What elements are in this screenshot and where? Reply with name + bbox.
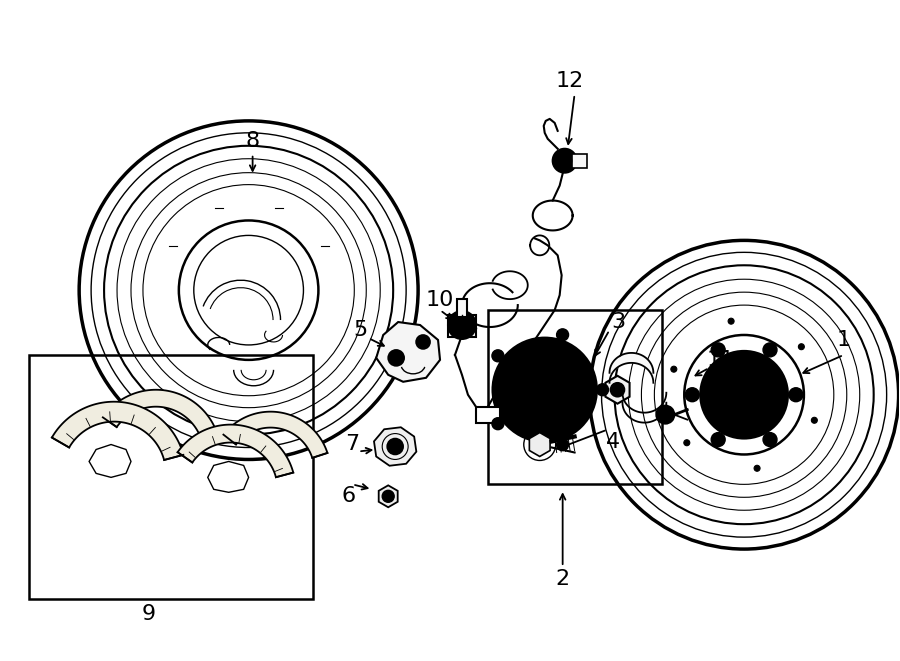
Circle shape (500, 346, 589, 434)
Text: 1: 1 (837, 330, 850, 350)
Circle shape (553, 149, 577, 173)
Circle shape (789, 388, 803, 402)
Circle shape (388, 350, 404, 366)
Text: 10: 10 (426, 290, 454, 310)
Circle shape (763, 432, 777, 447)
Polygon shape (103, 390, 217, 438)
Bar (572, 154, 587, 168)
Circle shape (558, 154, 572, 168)
Circle shape (493, 338, 597, 442)
Circle shape (754, 465, 760, 471)
Text: 3: 3 (611, 312, 625, 332)
Text: 8: 8 (246, 131, 260, 151)
Circle shape (513, 358, 577, 422)
Bar (448, 315, 476, 337)
Circle shape (711, 343, 725, 357)
Circle shape (513, 412, 523, 422)
Polygon shape (374, 427, 417, 466)
Circle shape (533, 378, 557, 402)
Circle shape (656, 406, 674, 424)
Text: 9: 9 (142, 603, 156, 624)
Text: 5: 5 (353, 320, 367, 340)
Circle shape (597, 384, 608, 396)
Circle shape (454, 317, 470, 333)
Text: 7: 7 (346, 434, 359, 453)
Bar (30, 355, 313, 599)
Circle shape (416, 335, 430, 349)
Circle shape (684, 440, 689, 446)
Circle shape (700, 351, 788, 438)
Circle shape (610, 383, 625, 397)
Circle shape (556, 329, 569, 341)
Circle shape (728, 318, 734, 324)
Circle shape (448, 311, 476, 339)
Polygon shape (52, 402, 184, 460)
Polygon shape (208, 461, 248, 492)
Text: 2: 2 (555, 569, 570, 589)
Circle shape (556, 439, 569, 451)
Circle shape (763, 343, 777, 357)
Circle shape (387, 438, 403, 455)
Circle shape (492, 350, 504, 362)
Circle shape (492, 418, 504, 430)
Polygon shape (606, 376, 630, 404)
Circle shape (812, 417, 817, 423)
Polygon shape (177, 424, 293, 477)
Bar (476, 407, 500, 422)
Circle shape (798, 344, 805, 350)
Circle shape (711, 432, 725, 447)
Text: 4: 4 (607, 432, 621, 451)
Text: 11: 11 (707, 350, 735, 370)
Circle shape (718, 369, 770, 420)
Circle shape (382, 490, 394, 502)
Polygon shape (379, 485, 398, 507)
Circle shape (525, 370, 564, 410)
Bar (457, 299, 467, 317)
Polygon shape (223, 412, 328, 458)
Bar (488, 310, 662, 485)
Text: 6: 6 (341, 486, 356, 506)
Text: 12: 12 (555, 71, 584, 91)
Circle shape (566, 412, 577, 422)
Circle shape (566, 358, 577, 368)
Circle shape (513, 358, 523, 368)
Circle shape (661, 410, 670, 420)
Polygon shape (89, 444, 131, 477)
Circle shape (685, 388, 699, 402)
Polygon shape (376, 322, 440, 382)
Polygon shape (529, 432, 550, 457)
Circle shape (670, 366, 677, 372)
